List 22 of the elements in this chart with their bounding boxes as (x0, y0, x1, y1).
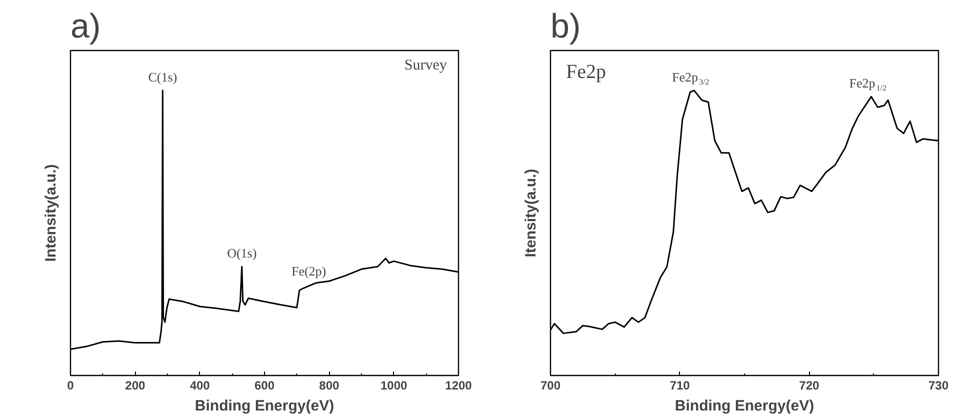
annotation: Fe(2p) (291, 263, 326, 278)
x-tick-label: 800 (319, 378, 340, 392)
x-tick-label: 0 (67, 378, 74, 392)
chart-title: a) (70, 8, 101, 46)
x-tick-label: 200 (125, 378, 146, 392)
x-axis-title: Binding Energy(eV) (674, 398, 814, 414)
text: Survey (404, 57, 448, 74)
x-tick-label: 400 (190, 378, 210, 392)
x-tick-label: 730 (928, 378, 949, 392)
y-axis-title: Intensity(a.u.) (42, 164, 60, 262)
x-tick-label: 1000 (380, 378, 408, 392)
text: Fe2p (566, 61, 606, 83)
annotation: C(1s) (148, 69, 178, 84)
annotation: O(1s) (227, 246, 257, 261)
y-axis-title: Itensity(a.u.) (522, 168, 540, 258)
x-axis-title: Binding Energy(eV) (194, 398, 334, 414)
x-tick-label: 1200 (445, 378, 472, 392)
x-tick-label: 600 (254, 378, 275, 392)
chart-title: b) (550, 8, 581, 46)
x-tick-label: 710 (670, 378, 690, 392)
x-tick-label: 700 (540, 378, 561, 392)
x-tick-label: 720 (799, 378, 820, 392)
